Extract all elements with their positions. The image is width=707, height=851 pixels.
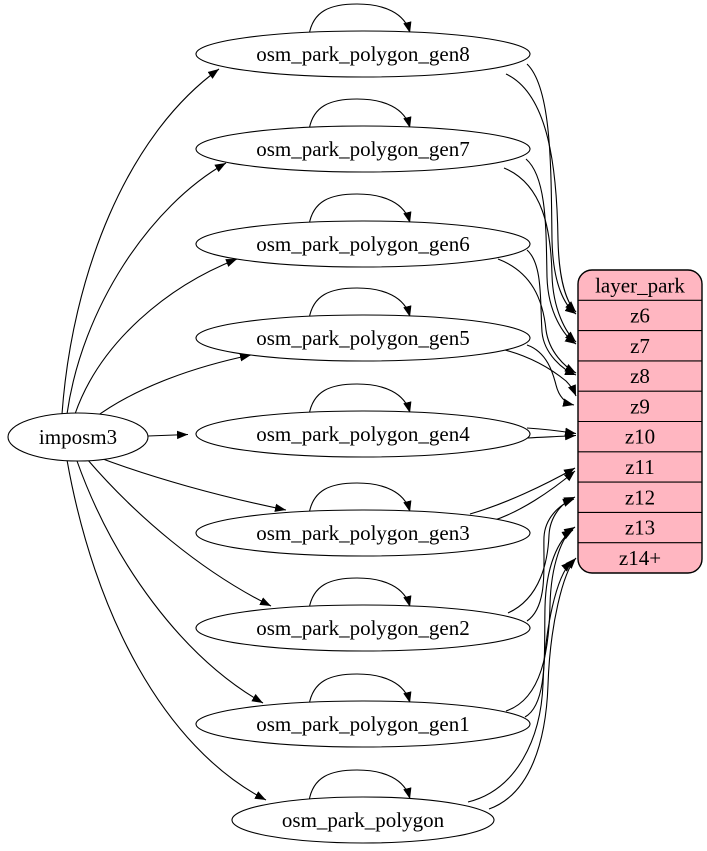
node-imposm3: imposm3 (7, 412, 149, 462)
gen8-ellipse (195, 30, 531, 78)
edge-imposm3-to-gen8 (61, 68, 220, 415)
node-osm-park-polygon-gen7: osm_park_polygon_gen7 (195, 125, 531, 173)
gen2-label: osm_park_polygon_gen2 (256, 616, 469, 640)
node-osm-park-polygon-gen4: osm_park_polygon_gen4 (195, 410, 531, 458)
gen2-ellipse (195, 604, 531, 652)
table-row-z13: z13 (625, 516, 655, 540)
gen5-label: osm_park_polygon_gen5 (256, 326, 469, 350)
edge-gen5-z9-a (504, 349, 577, 397)
self-loop-gen3 (308, 482, 412, 515)
edges-to-layer-rows (467, 63, 577, 810)
node-osm-park-polygon-gen8: osm_park_polygon_gen8 (195, 30, 531, 78)
table-row-z11: z11 (625, 455, 655, 479)
edge-gen1-z13-a (505, 526, 576, 712)
edge-gen5-z9-b (526, 344, 575, 407)
self-loop-gen8 (308, 3, 412, 36)
polygon-ellipse (231, 796, 495, 844)
layer-park-table-title: layer_park (595, 274, 685, 298)
gen7-label: osm_park_polygon_gen7 (256, 137, 469, 161)
table-row-z10: z10 (625, 425, 655, 449)
edge-gen8-z6-b (526, 63, 577, 315)
node-osm-park-polygon: osm_park_polygon (231, 796, 495, 844)
edge-polygon-z14-b (467, 560, 573, 803)
edge-gen8-z6-a (505, 73, 577, 313)
node-osm-park-polygon-gen1: osm_park_polygon_gen1 (195, 700, 531, 748)
edge-gen6-z8-b (526, 249, 577, 376)
edge-imposm3-to-gen7 (66, 162, 227, 415)
edge-gen6-z8-a (497, 258, 577, 374)
edge-polygon-z14-a (488, 557, 577, 810)
edge-gen2-z12-b (526, 498, 575, 622)
gen3-label: osm_park_polygon_gen3 (256, 521, 469, 545)
edge-gen1-z13-b (524, 529, 574, 718)
edge-imposm3-to-gen3 (94, 455, 287, 512)
self-loop-gen5 (308, 287, 412, 320)
imposm3-ellipse (7, 412, 149, 462)
self-loop-gen4 (308, 383, 412, 416)
table-row-z8: z8 (630, 364, 650, 388)
node-osm-park-polygon-gen5: osm_park_polygon_gen5 (195, 314, 531, 362)
self-loop-gen2 (308, 577, 412, 610)
node-osm-park-polygon-gen6: osm_park_polygon_gen6 (195, 220, 531, 268)
table-row-z12: z12 (625, 485, 655, 509)
edge-imposm3-to-gen6 (74, 258, 238, 415)
edge-gen4-z10-b (526, 431, 577, 441)
table-row-z6: z6 (630, 304, 650, 328)
gen3-ellipse (195, 509, 531, 557)
edge-imposm3-to-gen2 (86, 458, 272, 607)
self-loop-gen6 (308, 193, 412, 226)
edge-gen4-z10-a (526, 427, 577, 436)
gen5-ellipse (195, 314, 531, 362)
gen4-label: osm_park_polygon_gen4 (256, 422, 470, 446)
imposm3-label: imposm3 (39, 425, 117, 449)
self-loop-gen1 (308, 673, 412, 706)
polygon-label: osm_park_polygon (282, 808, 445, 832)
edge-gen7-z7-a (503, 167, 577, 343)
self-loop-gen7 (308, 98, 412, 131)
gen4-ellipse (195, 410, 531, 458)
edge-gen3-z11-b (491, 470, 576, 522)
self-loop-edges (308, 3, 412, 802)
edges-from-source (61, 68, 287, 801)
node-osm-park-polygon-gen3: osm_park_polygon_gen3 (195, 509, 531, 557)
table-row-z9: z9 (630, 394, 650, 418)
gen1-ellipse (195, 700, 531, 748)
edge-imposm3-to-polygon (66, 459, 267, 801)
gen7-ellipse (195, 125, 531, 173)
node-osm-park-polygon-gen2: osm_park_polygon_gen2 (195, 604, 531, 652)
gen8-label: osm_park_polygon_gen8 (256, 42, 469, 66)
edge-imposm3-to-gen5 (92, 353, 252, 420)
edge-imposm3-to-gen1 (76, 460, 264, 704)
edge-gen7-z7-b (525, 158, 577, 345)
gen6-ellipse (195, 220, 531, 268)
edge-imposm3-to-gen4 (147, 430, 189, 440)
gen6-label: osm_park_polygon_gen6 (256, 232, 469, 256)
gen1-label: osm_park_polygon_gen1 (256, 712, 469, 736)
self-loop-polygon (308, 769, 412, 802)
table-row-z14plus: z14+ (619, 546, 661, 570)
table-row-z7: z7 (630, 334, 650, 358)
table-layer-park: layer_park z6 z7 z8 z9 z10 z11 z12 z13 z… (577, 269, 703, 574)
